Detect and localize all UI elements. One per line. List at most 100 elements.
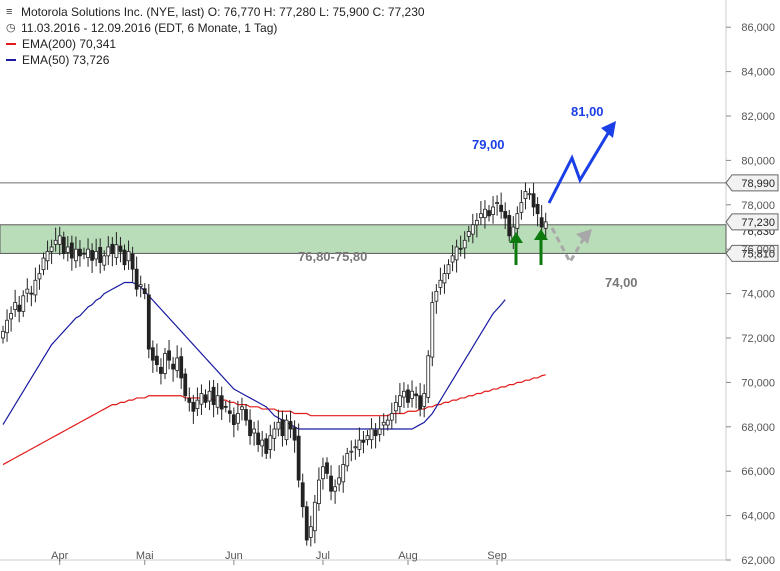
candle bbox=[365, 430, 370, 446]
candle bbox=[122, 244, 127, 271]
candle-body bbox=[33, 279, 38, 296]
candle-body bbox=[519, 202, 524, 213]
candle-body bbox=[110, 243, 115, 255]
label-79: 79,00 bbox=[472, 137, 505, 152]
candle-body bbox=[138, 284, 143, 287]
date-range: 11.03.2016 - 12.09.2016 (EDT, 6 Monate, … bbox=[21, 21, 278, 35]
candle bbox=[280, 410, 285, 447]
candle-body bbox=[292, 427, 297, 441]
candle bbox=[357, 427, 362, 457]
forecast-grey-path bbox=[550, 227, 586, 266]
zone-rect bbox=[0, 224, 727, 254]
candle bbox=[240, 397, 244, 421]
y-tick-label: 64,000 bbox=[741, 511, 775, 523]
candle bbox=[478, 201, 483, 226]
y-tick-label: 70,000 bbox=[741, 377, 775, 389]
candle bbox=[442, 264, 447, 294]
label-74: 74,00 bbox=[605, 275, 638, 290]
candle bbox=[268, 424, 273, 459]
candle-body bbox=[316, 479, 321, 505]
candle bbox=[37, 264, 42, 290]
candle bbox=[543, 212, 548, 240]
y-tick-label: 78,000 bbox=[741, 200, 775, 212]
candle bbox=[434, 284, 439, 314]
candle-body bbox=[195, 399, 200, 409]
candle-body bbox=[393, 401, 398, 412]
candle bbox=[264, 433, 269, 459]
candle-body bbox=[57, 235, 62, 245]
candle-body bbox=[503, 211, 508, 219]
candle bbox=[312, 494, 317, 544]
candle bbox=[223, 400, 228, 413]
candle-body bbox=[361, 439, 366, 443]
candle-body bbox=[321, 466, 325, 480]
candle-body bbox=[345, 453, 350, 467]
candle bbox=[227, 399, 232, 423]
candle-body bbox=[134, 268, 139, 290]
candle bbox=[458, 235, 463, 257]
candle-body bbox=[69, 242, 74, 259]
candle bbox=[5, 309, 9, 342]
candle bbox=[45, 240, 50, 270]
ema200-path bbox=[2, 374, 546, 466]
candle-body bbox=[264, 438, 269, 454]
candle bbox=[304, 501, 309, 546]
candle bbox=[130, 246, 135, 282]
candle bbox=[397, 383, 402, 414]
candle-body bbox=[539, 217, 544, 228]
candle bbox=[53, 227, 58, 252]
candle bbox=[321, 457, 325, 490]
candle-body bbox=[90, 250, 94, 261]
candle bbox=[203, 389, 208, 408]
y-tick-label: 74,000 bbox=[741, 289, 775, 301]
candle-body bbox=[535, 203, 540, 215]
candle bbox=[142, 283, 147, 300]
candle-body bbox=[304, 506, 309, 541]
candle bbox=[102, 250, 107, 271]
ema200-line bbox=[2, 374, 546, 466]
candle-body bbox=[491, 206, 495, 215]
candle-body bbox=[329, 475, 333, 492]
candle-body bbox=[543, 221, 548, 229]
tag-78990-text: 78,990 bbox=[741, 178, 775, 190]
candle bbox=[414, 386, 419, 409]
candle bbox=[329, 465, 333, 501]
candle-body bbox=[163, 353, 167, 374]
x-tick-label: Aug bbox=[398, 550, 418, 562]
ema200-swatch bbox=[6, 43, 16, 45]
ema50-swatch bbox=[6, 59, 16, 61]
candle-body bbox=[430, 302, 435, 358]
x-axis: Apr Mai Jun Jul Aug Sep bbox=[51, 550, 507, 565]
candle bbox=[17, 296, 22, 323]
y-tick-label: 72,000 bbox=[741, 333, 775, 345]
candle bbox=[450, 244, 455, 272]
candle-body bbox=[446, 264, 451, 275]
candle-body bbox=[410, 390, 414, 399]
candle-body bbox=[252, 428, 257, 434]
candle bbox=[57, 226, 62, 256]
title-row: ≡ Motorola Solutions Inc. (NYE, last) O:… bbox=[6, 4, 425, 20]
grid bbox=[0, 0, 727, 561]
instrument-title: Motorola Solutions Inc. (NYE, last) O: 7… bbox=[21, 5, 425, 19]
candle bbox=[483, 200, 487, 229]
candle-body bbox=[365, 435, 370, 441]
candle-body bbox=[341, 464, 346, 483]
candle bbox=[487, 205, 491, 222]
candle bbox=[163, 347, 167, 380]
candle-body bbox=[74, 248, 78, 262]
candle bbox=[114, 232, 119, 265]
candle-body bbox=[474, 219, 479, 226]
candle bbox=[288, 410, 293, 439]
candle-body bbox=[450, 255, 455, 263]
candle-body bbox=[167, 350, 171, 361]
candle bbox=[29, 285, 34, 307]
candle bbox=[519, 189, 524, 220]
green-arrow-right-head bbox=[534, 229, 548, 240]
candle bbox=[523, 182, 528, 210]
candle bbox=[219, 386, 224, 420]
x-tick-label: Jun bbox=[225, 550, 243, 562]
candle bbox=[183, 368, 188, 402]
tag-75810: 75,810 bbox=[725, 244, 779, 262]
candle bbox=[385, 414, 390, 431]
